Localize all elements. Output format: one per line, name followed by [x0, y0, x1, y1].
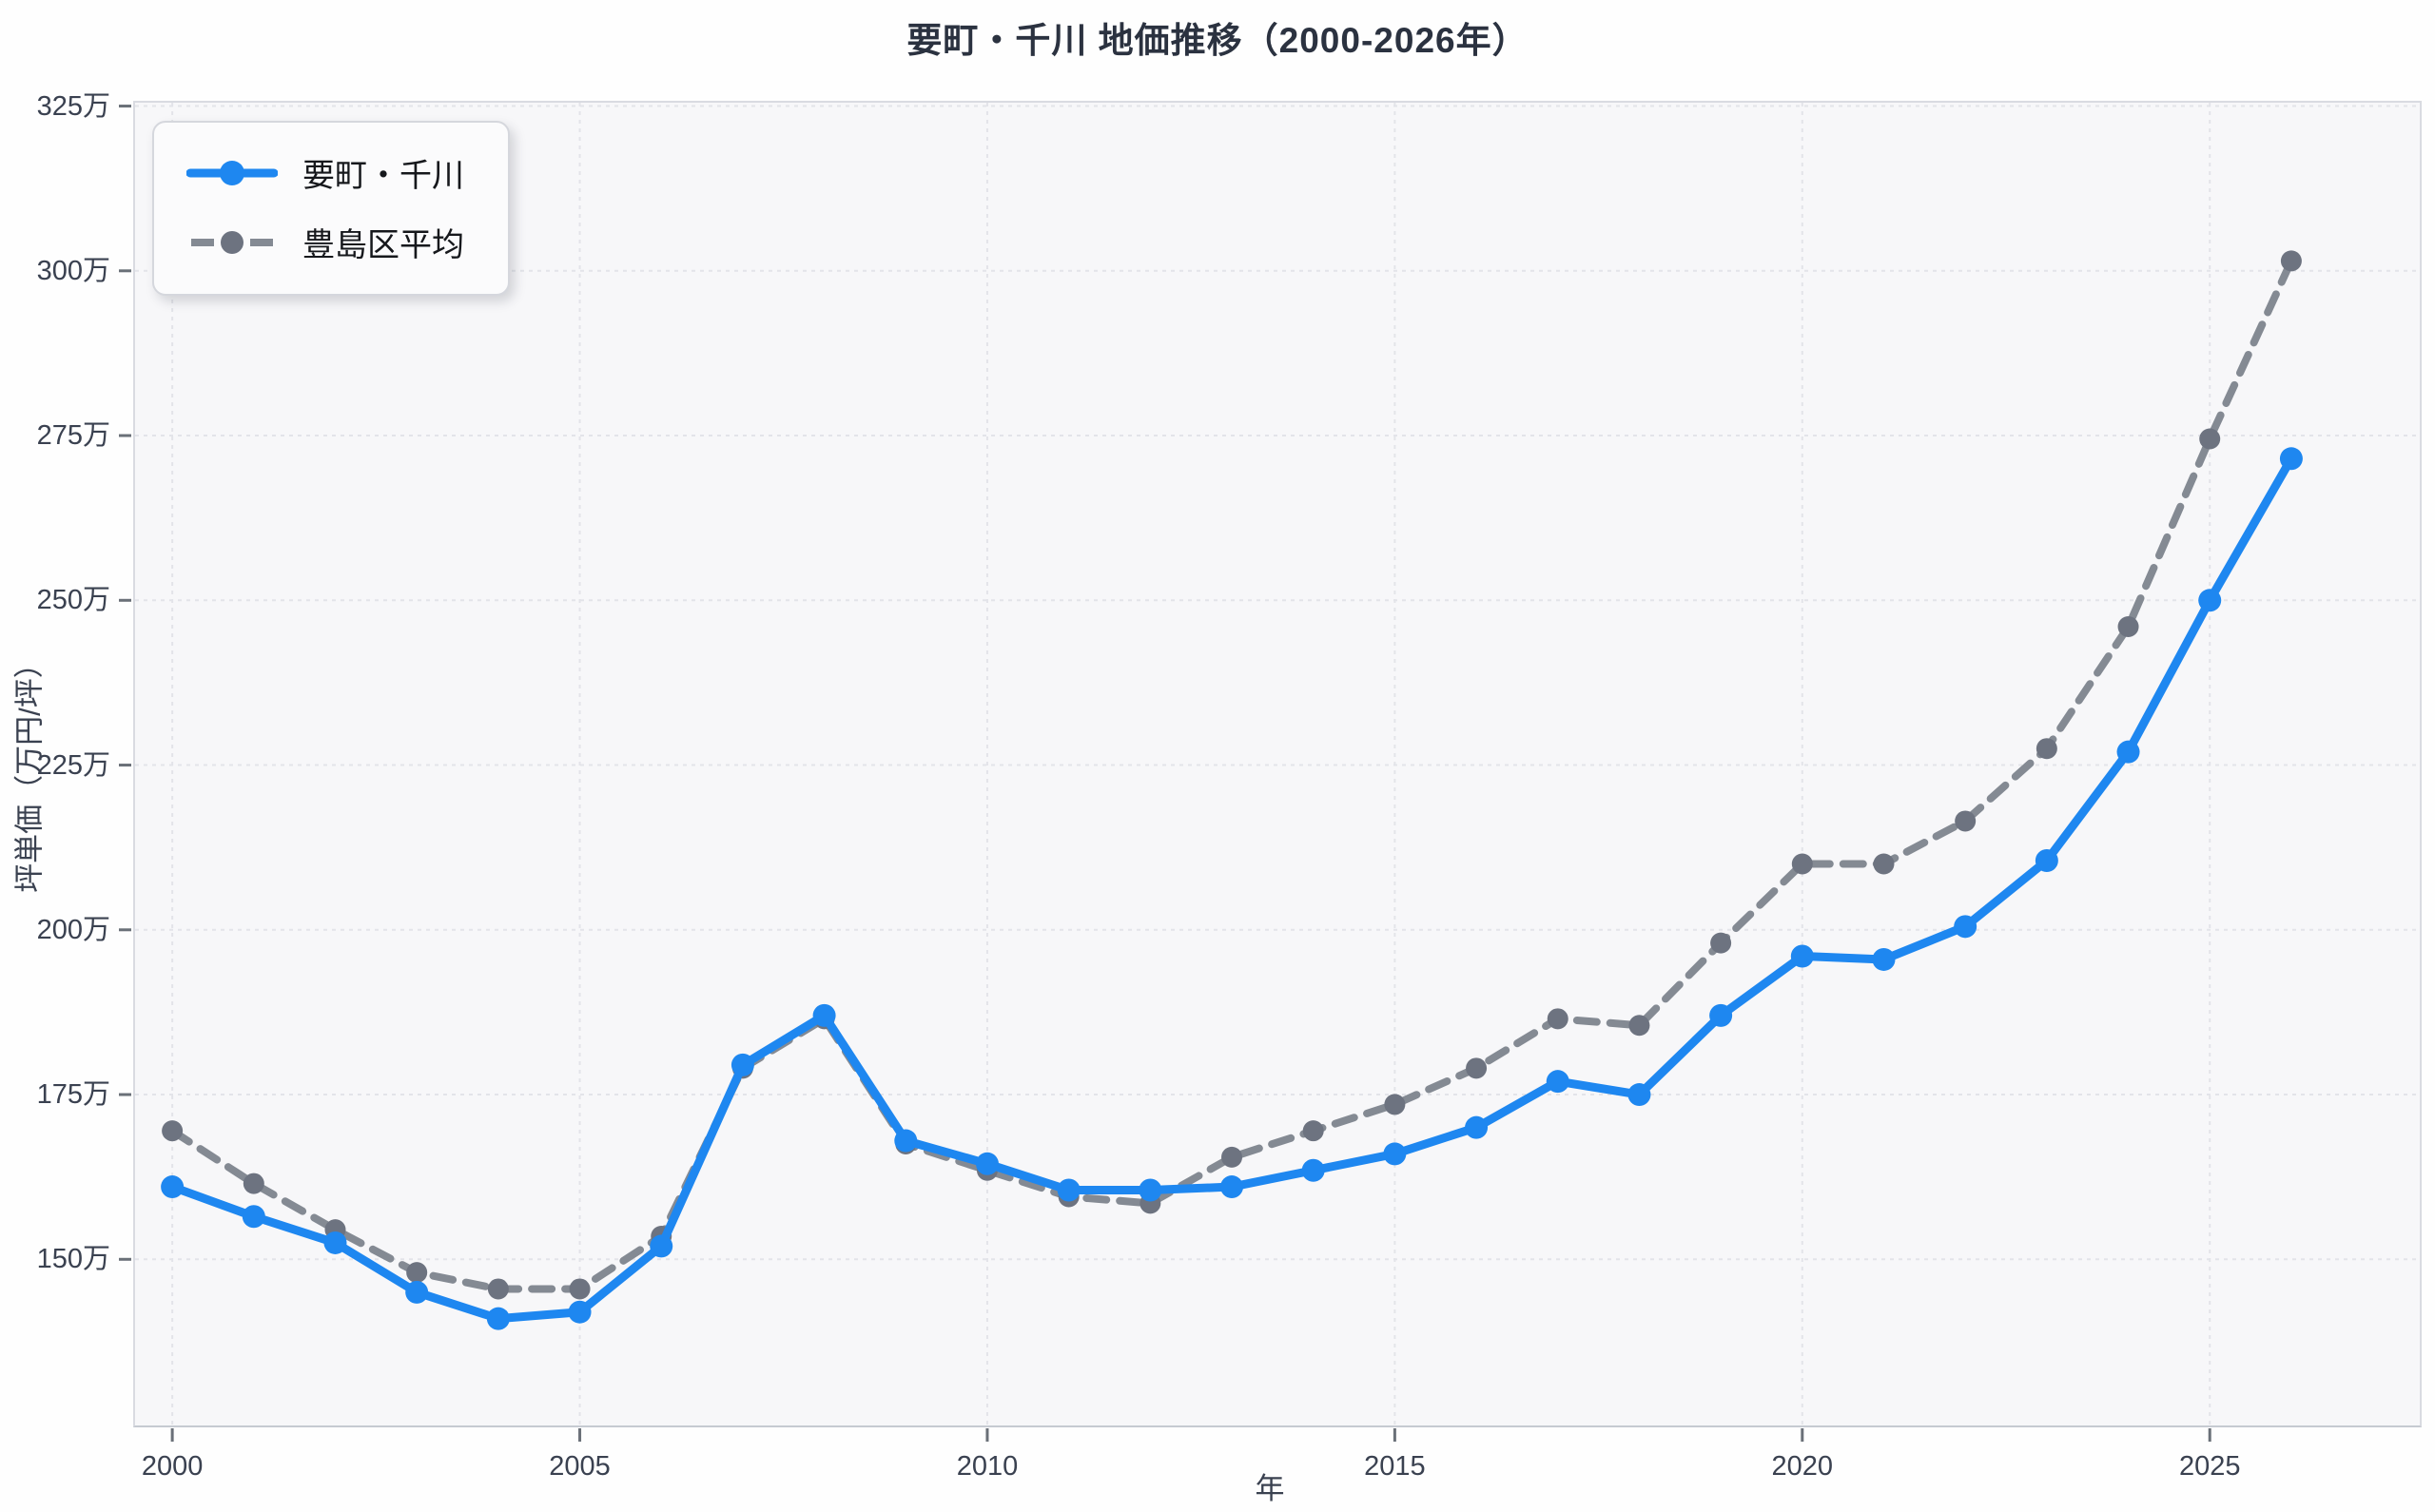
series-marker-0: [1709, 1003, 1733, 1027]
series-marker-0: [1546, 1070, 1569, 1094]
series-marker-0: [1057, 1178, 1081, 1202]
legend-label: 豊島区平均: [302, 227, 464, 263]
plot-panel: [133, 101, 2422, 1427]
x-tick-label: 2010: [956, 1451, 1019, 1482]
series-marker-1: [1302, 1120, 1324, 1142]
legend-swatch-solid-line: [186, 160, 278, 185]
y-tick-label: 300万: [36, 255, 110, 286]
legend-item-kanamecho-senkawa[interactable]: 要町・千川: [186, 149, 464, 196]
x-tick-label: 2005: [549, 1451, 611, 1482]
series-marker-1: [1710, 932, 1732, 954]
y-tick-label: 325万: [36, 90, 110, 122]
series-marker-1: [2036, 738, 2057, 760]
series-marker-1: [162, 1120, 184, 1142]
series-marker-1: [1221, 1146, 1243, 1168]
series-marker-0: [405, 1280, 429, 1304]
series-line-1: [168, 257, 2295, 1293]
series-marker-0: [161, 1175, 185, 1199]
series-marker-0: [1954, 915, 1977, 939]
x-tick-label: 2025: [2178, 1451, 2241, 1482]
y-tick-label: 275万: [36, 420, 110, 452]
series-marker-0: [2116, 740, 2140, 764]
series-marker-1: [1628, 1015, 1650, 1037]
series-marker-1: [2199, 428, 2221, 450]
series-marker-0: [2198, 589, 2222, 612]
x-tick-label: 2015: [1364, 1451, 1426, 1482]
series-marker-1: [1955, 810, 1977, 832]
series-marker-0: [2035, 849, 2058, 873]
x-axis-title: 年: [1255, 1472, 1285, 1505]
series-marker-1: [569, 1278, 591, 1300]
series-marker-1: [2280, 250, 2302, 272]
x-tick-label: 2020: [1771, 1451, 1834, 1482]
series-marker-0: [323, 1231, 347, 1254]
chart-title: 要町・千川 地価推移（2000-2026年）: [906, 21, 1529, 60]
series-marker-1: [487, 1278, 509, 1300]
series-marker-0: [1383, 1142, 1407, 1166]
series-marker-0: [1139, 1178, 1162, 1202]
series-marker-0: [1220, 1175, 1244, 1199]
series-marker-1: [1466, 1057, 1488, 1079]
series-marker-0: [486, 1307, 510, 1330]
y-axis-title: 坪単価（万円/坪）: [12, 649, 47, 893]
series-marker-0: [1465, 1115, 1489, 1139]
x-tick-label: 2000: [141, 1451, 204, 1482]
y-tick-label: 150万: [36, 1244, 110, 1275]
series-marker-0: [650, 1234, 673, 1258]
series-marker-0: [730, 1053, 754, 1076]
series-marker-1: [1873, 853, 1895, 875]
series-marker-0: [1790, 944, 1814, 968]
series-marker-0: [2279, 447, 2303, 471]
series-marker-0: [568, 1300, 592, 1324]
series-marker-1: [1547, 1008, 1568, 1030]
legend-item-toshima-average[interactable]: 豊島区平均: [186, 219, 464, 265]
legend: 要町・千川 豊島区平均: [152, 121, 510, 296]
legend-label: 要町・千川: [302, 158, 464, 194]
series-marker-0: [894, 1129, 918, 1153]
series-marker-0: [812, 1003, 836, 1027]
series-marker-1: [243, 1173, 264, 1194]
y-tick-label: 175万: [36, 1079, 110, 1111]
legend-swatch-dashed-line: [191, 230, 273, 254]
series-marker-1: [406, 1262, 428, 1284]
series-marker-1: [1384, 1094, 1406, 1115]
series-marker-0: [242, 1205, 265, 1229]
series-marker-0: [975, 1152, 999, 1175]
series-marker-1: [2117, 616, 2139, 638]
series-marker-0: [1872, 947, 1896, 971]
y-tick-label: 250万: [36, 585, 110, 616]
series-marker-0: [1301, 1158, 1325, 1182]
y-tick-label: 200万: [36, 914, 110, 945]
series-marker-1: [1791, 853, 1813, 875]
series-marker-0: [1627, 1083, 1651, 1107]
y-tick-label: 225万: [36, 749, 110, 781]
